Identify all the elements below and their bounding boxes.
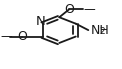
Text: O: O — [64, 3, 74, 16]
Text: N: N — [36, 15, 46, 28]
Text: O: O — [17, 30, 27, 43]
Text: NH: NH — [91, 24, 109, 37]
Text: —: — — [0, 30, 12, 43]
Text: —: — — [84, 3, 95, 16]
Text: 2: 2 — [100, 27, 105, 36]
